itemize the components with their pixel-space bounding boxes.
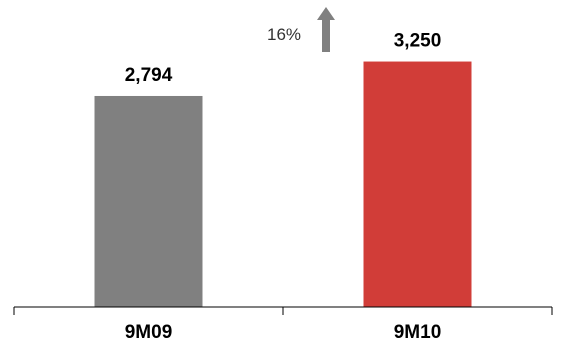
bars-layer	[94, 61, 472, 307]
growth-annotation: 16%	[267, 7, 335, 52]
labels-layer: 2,794 9M09 3,250 9M10	[125, 31, 442, 343]
up-arrow-icon	[317, 7, 335, 52]
x-axis-ticks	[13, 307, 553, 315]
growth-percent-label: 16%	[267, 25, 301, 44]
x-tick-label-9m09: 9M09	[125, 322, 173, 343]
x-tick-label-9m10: 9M10	[394, 322, 442, 343]
data-label-9m09: 2,794	[125, 65, 173, 86]
bar-9m09	[94, 95, 203, 307]
data-label-9m10: 3,250	[394, 31, 442, 52]
bar-9m10	[363, 61, 472, 307]
